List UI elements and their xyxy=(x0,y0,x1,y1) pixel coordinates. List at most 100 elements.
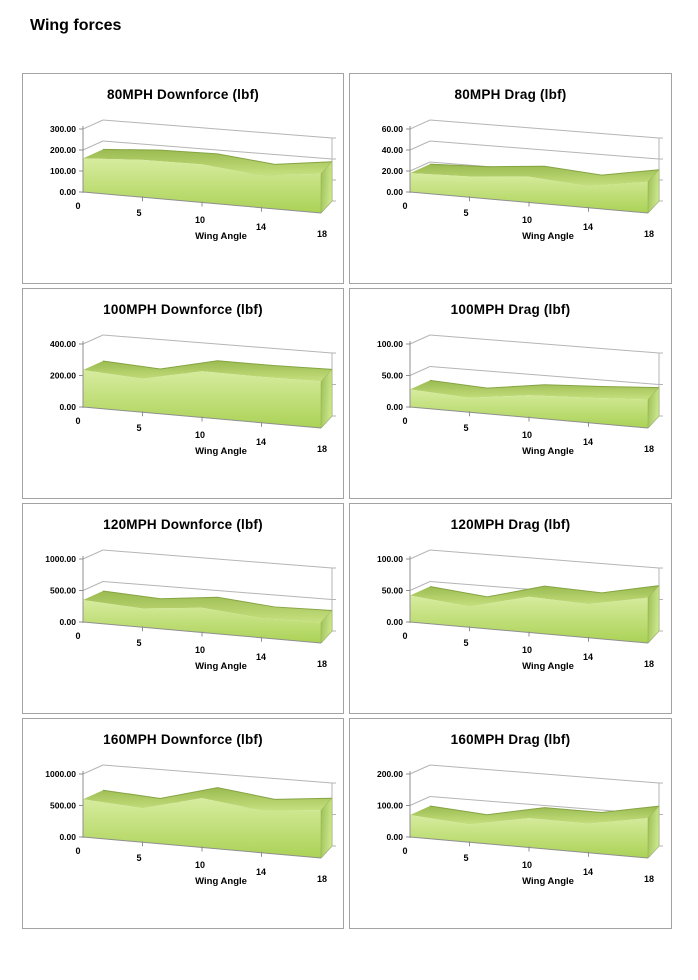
svg-text:18: 18 xyxy=(317,444,327,454)
svg-text:100.00: 100.00 xyxy=(50,166,76,176)
svg-text:14: 14 xyxy=(256,222,266,232)
svg-text:Wing Angle: Wing Angle xyxy=(195,446,247,457)
chart-panel-160mph-drag[interactable]: 160MPH Drag (lbf) 0.00 100.00 200.00 0 5 10 14… xyxy=(349,718,672,929)
svg-text:200.00: 200.00 xyxy=(377,769,403,779)
svg-text:1000.00: 1000.00 xyxy=(45,554,76,564)
svg-text:0: 0 xyxy=(75,416,80,426)
area-3d-plot: 0.00 200.00 400.00 0 5 10 14 18 Wing Angle xyxy=(50,334,336,457)
area-3d-plot: 0.00 50.00 100.00 0 5 10 14 18 Wing Angle xyxy=(377,549,663,672)
svg-text:0.00: 0.00 xyxy=(386,832,403,842)
svg-text:500.00: 500.00 xyxy=(50,801,76,811)
svg-text:0: 0 xyxy=(75,201,80,211)
area-3d-plot: 0.00 20.00 40.00 60.00 0 5 10 14 18 Wing Angle xyxy=(382,119,663,242)
svg-text:Wing Angle: Wing Angle xyxy=(522,661,574,672)
svg-text:Wing Angle: Wing Angle xyxy=(522,876,574,887)
svg-text:100.00: 100.00 xyxy=(377,801,403,811)
svg-text:0: 0 xyxy=(402,846,407,856)
svg-text:0: 0 xyxy=(402,631,407,641)
svg-text:14: 14 xyxy=(256,652,266,662)
svg-text:5: 5 xyxy=(463,208,468,218)
svg-text:0.00: 0.00 xyxy=(59,832,76,842)
svg-text:300.00: 300.00 xyxy=(50,124,76,134)
svg-text:0: 0 xyxy=(75,846,80,856)
svg-text:18: 18 xyxy=(644,229,654,239)
chart-panel-120mph-drag[interactable]: 120MPH Drag (lbf) 0.00 50.00 100.00 0 5 10 14 1… xyxy=(349,503,672,714)
svg-text:18: 18 xyxy=(644,444,654,454)
chart-panel-100mph-downforce[interactable]: 100MPH Downforce (lbf) 0.00 200.00 400.00 0… xyxy=(22,288,344,499)
chart-title: 100MPH Drag (lbf) xyxy=(450,302,571,317)
chart-title: 100MPH Downforce (lbf) xyxy=(103,302,263,317)
svg-text:5: 5 xyxy=(463,853,468,863)
svg-text:Wing Angle: Wing Angle xyxy=(522,231,574,242)
chart-title: 160MPH Drag (lbf) xyxy=(450,732,571,747)
svg-text:5: 5 xyxy=(136,208,141,218)
svg-text:10: 10 xyxy=(522,860,532,870)
svg-text:200.00: 200.00 xyxy=(50,145,76,155)
svg-text:5: 5 xyxy=(463,638,468,648)
svg-text:10: 10 xyxy=(195,430,205,440)
svg-text:0: 0 xyxy=(402,201,407,211)
svg-text:Wing Angle: Wing Angle xyxy=(195,231,247,242)
chart-title: 80MPH Downforce (lbf) xyxy=(107,87,259,102)
svg-text:5: 5 xyxy=(463,423,468,433)
svg-text:60.00: 60.00 xyxy=(382,124,404,134)
svg-text:20.00: 20.00 xyxy=(382,166,404,176)
svg-text:0.00: 0.00 xyxy=(59,617,76,627)
svg-text:5: 5 xyxy=(136,853,141,863)
svg-text:400.00: 400.00 xyxy=(50,339,76,349)
chart-title: 160MPH Downforce (lbf) xyxy=(103,732,263,747)
area-3d-plot: 0.00 500.00 1000.00 0 5 10 14 18 Wing Angle xyxy=(45,549,336,672)
svg-text:10: 10 xyxy=(522,430,532,440)
svg-text:50.00: 50.00 xyxy=(382,586,404,596)
area-3d-plot: 0.00 500.00 1000.00 0 5 10 14 18 Wing Angle xyxy=(45,764,336,887)
svg-text:14: 14 xyxy=(583,437,593,447)
svg-text:100.00: 100.00 xyxy=(377,554,403,564)
svg-text:Wing Angle: Wing Angle xyxy=(522,446,574,457)
page-title: Wing forces xyxy=(30,17,122,34)
svg-text:50.00: 50.00 xyxy=(382,371,404,381)
svg-text:14: 14 xyxy=(256,867,266,877)
svg-text:18: 18 xyxy=(644,874,654,884)
svg-text:14: 14 xyxy=(583,867,593,877)
svg-text:1000.00: 1000.00 xyxy=(45,769,76,779)
chart-title: 80MPH Drag (lbf) xyxy=(454,87,567,102)
svg-text:10: 10 xyxy=(522,645,532,655)
svg-text:10: 10 xyxy=(195,860,205,870)
chart-title: 120MPH Downforce (lbf) xyxy=(103,517,263,532)
svg-text:0.00: 0.00 xyxy=(386,402,403,412)
svg-text:0.00: 0.00 xyxy=(59,187,76,197)
svg-text:0.00: 0.00 xyxy=(386,617,403,627)
svg-text:18: 18 xyxy=(317,874,327,884)
svg-text:0: 0 xyxy=(75,631,80,641)
svg-text:200.00: 200.00 xyxy=(50,371,76,381)
chart-panel-100mph-drag[interactable]: 100MPH Drag (lbf) 0.00 50.00 100.00 0 5 10 14 1… xyxy=(349,288,672,499)
svg-text:100.00: 100.00 xyxy=(377,339,403,349)
svg-text:14: 14 xyxy=(256,437,266,447)
svg-text:5: 5 xyxy=(136,638,141,648)
svg-text:10: 10 xyxy=(195,645,205,655)
svg-text:5: 5 xyxy=(136,423,141,433)
chart-panel-120mph-downforce[interactable]: 120MPH Downforce (lbf) 0.00 500.00 1000.00… xyxy=(22,503,344,714)
svg-text:18: 18 xyxy=(317,229,327,239)
svg-text:10: 10 xyxy=(195,215,205,225)
area-3d-plot: 0.00 100.00 200.00 300.00 0 5 10 14 18 Wing Angle xyxy=(50,119,336,242)
svg-text:40.00: 40.00 xyxy=(382,145,404,155)
svg-text:18: 18 xyxy=(317,659,327,669)
charts-grid: 80MPH Downforce (lbf) 0.00 100.00 200.00 30… xyxy=(22,73,672,929)
svg-text:Wing Angle: Wing Angle xyxy=(195,661,247,672)
svg-text:14: 14 xyxy=(583,652,593,662)
svg-text:Wing Angle: Wing Angle xyxy=(195,876,247,887)
svg-text:0.00: 0.00 xyxy=(59,402,76,412)
chart-title: 120MPH Drag (lbf) xyxy=(450,517,571,532)
chart-panel-80mph-drag[interactable]: 80MPH Drag (lbf) 0.00 20.00 40.00 60.00 0 5 10… xyxy=(349,73,672,284)
area-3d-plot: 0.00 50.00 100.00 0 5 10 14 18 Wing Angle xyxy=(377,334,663,457)
svg-text:0: 0 xyxy=(402,416,407,426)
svg-text:18: 18 xyxy=(644,659,654,669)
chart-panel-160mph-downforce[interactable]: 160MPH Downforce (lbf) 0.00 500.00 1000.00… xyxy=(22,718,344,929)
svg-text:0.00: 0.00 xyxy=(386,187,403,197)
svg-text:10: 10 xyxy=(522,215,532,225)
chart-panel-80mph-downforce[interactable]: 80MPH Downforce (lbf) 0.00 100.00 200.00 30… xyxy=(22,73,344,284)
svg-text:500.00: 500.00 xyxy=(50,586,76,596)
area-3d-plot: 0.00 100.00 200.00 0 5 10 14 18 Wing Angle xyxy=(377,764,663,887)
